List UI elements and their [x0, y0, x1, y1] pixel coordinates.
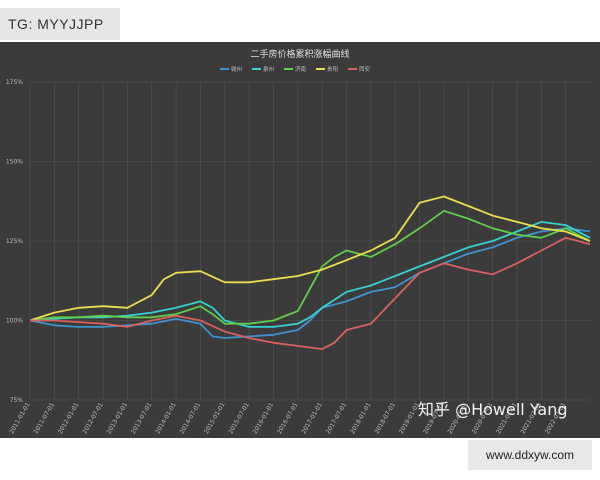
x-tick-label: 2014-01-01	[154, 401, 178, 435]
x-tick-label: 2018-01-01	[349, 401, 373, 435]
y-tick-label: 75%	[10, 397, 24, 404]
y-tick-label: 150%	[6, 159, 23, 166]
series-line-3	[29, 209, 591, 325]
y-tick-label: 125%	[6, 238, 23, 245]
x-tick-label: 2018-07-01	[373, 401, 397, 435]
x-tick-label: 2013-01-01	[106, 401, 130, 435]
x-tick-label: 2016-07-01	[276, 401, 300, 435]
legend-label: 济南	[295, 65, 307, 73]
line-chart: 75%100%125%150%175%2011-01-01 2011-07-01 2…	[6, 48, 591, 435]
tg-badge: TG: MYYJJPP	[0, 8, 120, 40]
series-line-5	[30, 236, 591, 350]
axis-labels: 75%100%125%150%175%2011-01-01 2011-07-01 2…	[6, 79, 568, 435]
x-tick-label: 2017-07-01	[325, 401, 349, 435]
x-tick-label: 2015-01-01	[203, 401, 227, 435]
x-tick-label: 2014-07-01	[179, 401, 203, 435]
site-url-badge: www.ddxyw.com	[468, 440, 592, 470]
watermark-text: 知乎 @Howell Yang	[418, 400, 568, 419]
series-lines	[29, 195, 591, 350]
y-tick-label: 175%	[6, 79, 23, 86]
chart-legend: 赣州 泉州 济南 贵阳 西安	[220, 65, 371, 73]
x-tick-label: 2011-07-01	[33, 401, 57, 435]
legend-label: 泉州	[263, 65, 274, 73]
legend-label: 贵阳	[327, 65, 338, 73]
y-tick-label: 100%	[6, 318, 23, 325]
series-line-4	[29, 195, 591, 322]
legend-label: 西安	[359, 65, 371, 73]
x-tick-label: 2012-07-01	[81, 401, 105, 435]
grid-lines	[29, 81, 590, 401]
chart-title: 二手房价格累积涨幅曲线	[250, 48, 349, 60]
x-tick-label: 2013-07-01	[130, 401, 154, 435]
x-tick-label: 2016-01-01	[252, 401, 276, 435]
x-tick-label: 2012-01-01	[57, 401, 81, 435]
series-line-1	[29, 227, 591, 339]
x-tick-label: 2011-01-01	[8, 401, 32, 435]
x-tick-label: 2015-07-01	[227, 401, 251, 435]
chart-panel: 75% 100% 125% 150% 175% 2011-01-01 2011-07-01 2…	[0, 42, 600, 438]
legend-label: 赣州	[231, 65, 242, 73]
series-line-2	[29, 221, 591, 328]
x-tick-label: 2017-01-01	[300, 401, 324, 435]
